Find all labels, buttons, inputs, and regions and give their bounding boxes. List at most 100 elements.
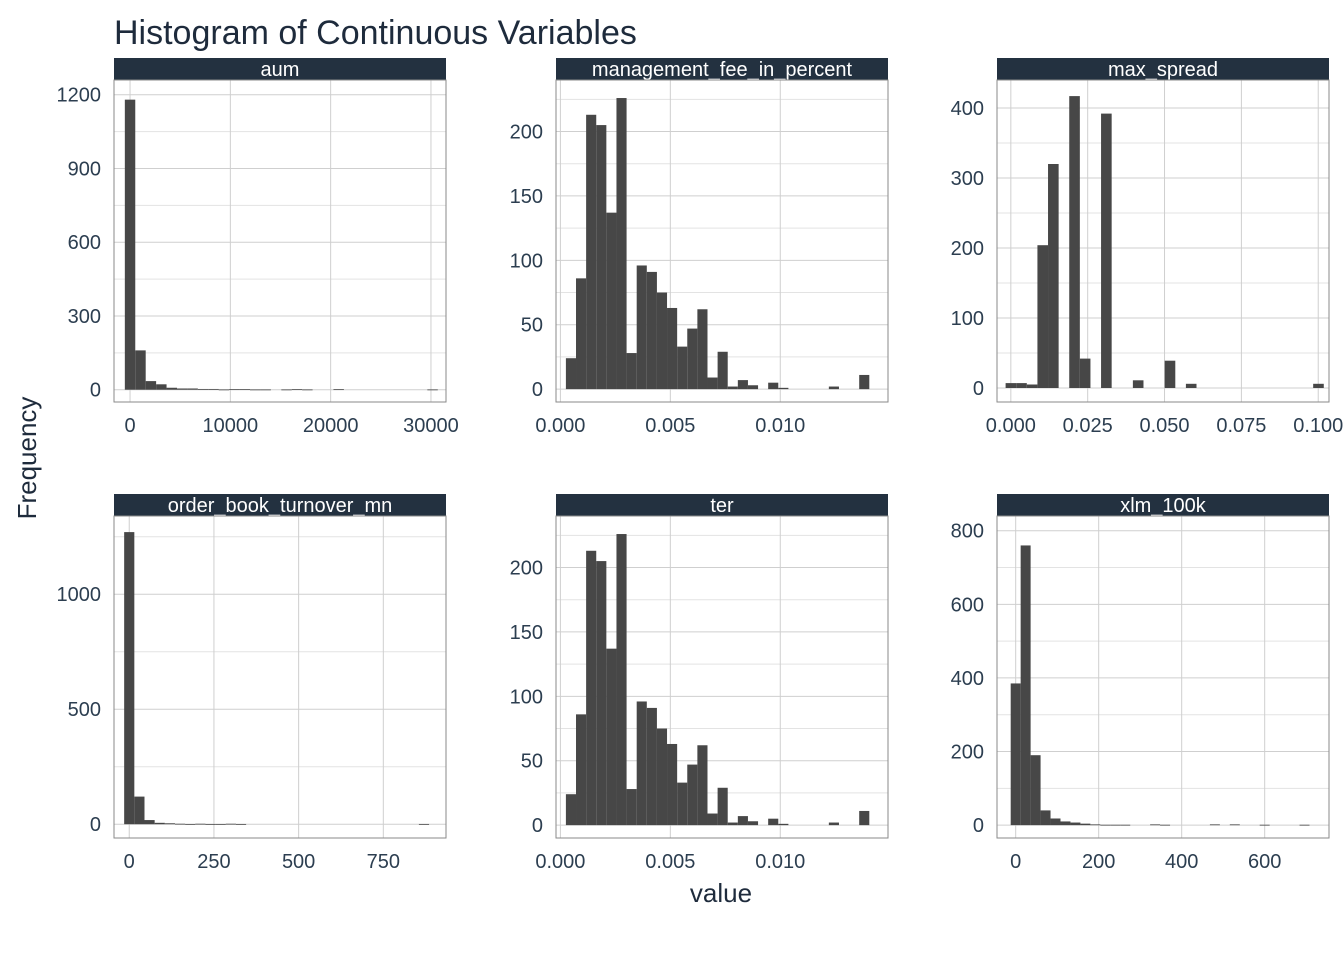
- facet-strip-label: aum: [261, 59, 300, 81]
- y-tick-label: 800: [951, 521, 984, 543]
- histogram-bar: [626, 353, 637, 390]
- y-tick-label: 300: [68, 306, 101, 328]
- y-tick-label: 1200: [57, 85, 102, 107]
- histogram-bar: [636, 265, 647, 390]
- histogram-bar: [667, 307, 678, 390]
- x-tick-label: 0.025: [1063, 415, 1113, 437]
- histogram-bar: [778, 823, 789, 826]
- histogram-bar: [565, 794, 577, 826]
- facet-bars: [124, 532, 430, 825]
- panel-border: [555, 79, 889, 403]
- histogram-bar: [727, 822, 738, 826]
- facet-bars: [565, 534, 870, 826]
- x-tick-label: 0.075: [1216, 415, 1266, 437]
- y-tick-label: 0: [532, 815, 543, 837]
- histogram-bar: [281, 389, 292, 391]
- histogram-bar: [596, 125, 607, 390]
- x-tick-label: 10000: [203, 415, 259, 437]
- histogram-bar: [235, 823, 247, 825]
- histogram-bar: [225, 823, 236, 825]
- histogram-bar: [565, 358, 577, 390]
- histogram-bar: [1185, 383, 1197, 388]
- histogram-bar: [205, 823, 216, 825]
- x-tick-label: 500: [282, 851, 315, 873]
- x-tick-label: 400: [1165, 851, 1198, 873]
- y-tick-label: 1000: [57, 584, 102, 606]
- histogram-bar: [333, 389, 344, 391]
- y-tick-label: 500: [68, 699, 101, 721]
- facet-aum: aum 0 300 600 900 1200 0 10000 20000 30000: [57, 58, 459, 437]
- histogram-bar: [606, 212, 617, 390]
- histogram-bar: [134, 796, 145, 825]
- x-tick-label: 30000: [403, 415, 459, 437]
- histogram-bar: [778, 387, 789, 390]
- facet-gridlines: [114, 80, 446, 402]
- x-tick-label: 200: [1082, 851, 1115, 873]
- x-tick-label: 0: [124, 851, 135, 873]
- panel-border: [113, 79, 447, 403]
- histogram-bar: [1313, 383, 1324, 388]
- histogram-bar: [124, 532, 135, 825]
- y-tick-label: 0: [90, 814, 101, 836]
- histogram-bar: [626, 789, 637, 826]
- y-tick-label: 200: [510, 558, 543, 580]
- histogram-bar: [1020, 545, 1031, 826]
- y-tick-label: 50: [521, 315, 543, 337]
- histogram-bar: [185, 823, 196, 825]
- x-tick-label: 0.000: [986, 415, 1036, 437]
- histogram-bar: [1080, 823, 1091, 826]
- facet-strip: [997, 58, 1329, 80]
- histogram-bar: [859, 374, 870, 390]
- y-tick-label: 200: [951, 238, 984, 260]
- y-tick-label: 200: [510, 122, 543, 144]
- histogram-bar: [656, 292, 668, 390]
- histogram-bar: [427, 389, 438, 391]
- histogram-bar: [187, 388, 198, 390]
- facet-bars: [1010, 545, 1310, 826]
- facet-order-book-turnover-mn: order_book_turnover_mn 0 500 1000 0 250 500 750: [57, 494, 447, 873]
- histogram-bar: [707, 377, 718, 390]
- y-tick-label: 0: [973, 378, 984, 400]
- histogram-bar: [1026, 384, 1038, 388]
- histogram-bar: [197, 388, 209, 390]
- histogram-bar: [1164, 360, 1176, 388]
- histogram-bar: [166, 387, 177, 390]
- histogram-bar: [144, 820, 155, 825]
- histogram-bar: [727, 386, 738, 390]
- y-tick-label: 100: [510, 686, 543, 708]
- histogram-bar: [596, 561, 607, 826]
- histogram-bar: [1079, 358, 1091, 388]
- histogram-bar: [687, 764, 698, 826]
- histogram-bar: [260, 389, 271, 391]
- histogram-bar: [717, 787, 728, 826]
- histogram-bar: [124, 99, 136, 390]
- y-tick-label: 400: [951, 98, 984, 120]
- histogram-bar: [1090, 824, 1101, 826]
- y-tick-label: 150: [510, 622, 543, 644]
- facet-bars: [1005, 96, 1324, 388]
- x-axis-title: value: [690, 878, 752, 908]
- histogram-bar: [229, 389, 240, 391]
- histogram-bar: [616, 98, 627, 390]
- y-tick-label: 50: [521, 751, 543, 773]
- y-tick-label: 100: [951, 308, 984, 330]
- histogram-bar: [646, 707, 657, 826]
- facet-max-spread: max_spread 0 100 200 300 400 0.000 0.025 0.050 0.…: [951, 58, 1343, 437]
- histogram-bar: [828, 822, 839, 826]
- x-tick-label: 0: [124, 415, 135, 437]
- facet-strip-label: xlm_100k: [1120, 495, 1207, 517]
- x-tick-label: 0.010: [755, 415, 805, 437]
- histogram-bar: [1229, 824, 1240, 826]
- histogram-bar: [302, 389, 313, 391]
- histogram-bar: [1259, 824, 1270, 826]
- facet-strip-label: order_book_turnover_mn: [168, 495, 393, 517]
- histogram-bar: [1016, 383, 1027, 388]
- facet-gridlines: [114, 516, 446, 838]
- histogram-bar: [135, 350, 146, 390]
- facet-xlm-100k: xlm_100k 0 200 400 600 800 0 200 400 600: [951, 494, 1330, 873]
- y-tick-label: 0: [973, 815, 984, 837]
- x-tick-label: 0.010: [755, 851, 805, 873]
- facet-gridlines: [997, 516, 1329, 838]
- y-tick-label: 200: [951, 742, 984, 764]
- histogram-bar: [697, 745, 708, 826]
